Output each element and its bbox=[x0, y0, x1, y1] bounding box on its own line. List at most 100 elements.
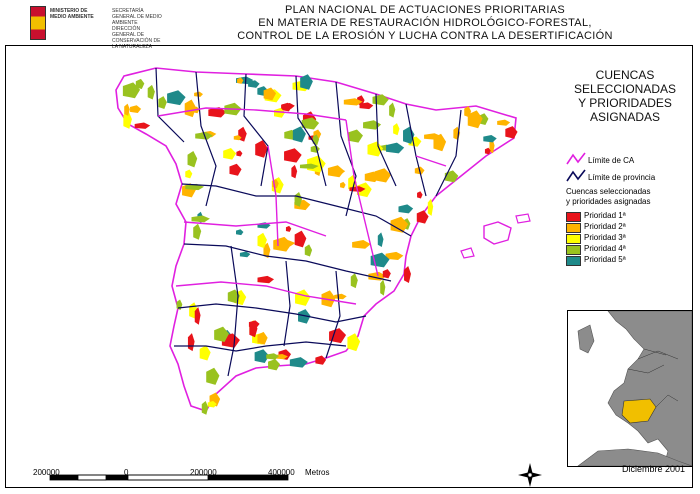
priority-patch bbox=[235, 229, 244, 236]
priority-patch bbox=[347, 333, 361, 352]
priority-patch bbox=[207, 401, 217, 408]
priority-patch bbox=[398, 204, 414, 214]
spain-map bbox=[115, 67, 531, 415]
priority-patch bbox=[489, 138, 495, 154]
priority-patch bbox=[356, 182, 372, 198]
priority-patch bbox=[201, 400, 209, 415]
balearic-mallorca bbox=[483, 221, 512, 245]
priority-patch bbox=[135, 78, 145, 90]
scale-label-left: 200000 bbox=[33, 468, 60, 477]
priority-patch bbox=[122, 82, 141, 99]
priority-patch bbox=[467, 110, 483, 129]
priority-patch bbox=[386, 142, 405, 154]
priority-4-label: Prioridad 4ª bbox=[584, 244, 626, 253]
priority-patch bbox=[123, 110, 132, 129]
ministry-subtitle: SECRETARÍA GENERAL DE MEDIO AMBIENTE DIR… bbox=[112, 8, 162, 50]
ministry-name: MINISTERIO DE MEDIO AMBIENTE bbox=[50, 8, 94, 20]
priority-patch bbox=[263, 242, 271, 259]
priority-patch bbox=[191, 215, 210, 223]
priority-patch bbox=[304, 244, 313, 257]
priority-patch bbox=[483, 134, 497, 143]
priority-patch bbox=[158, 96, 167, 110]
priority-patch bbox=[229, 163, 242, 176]
europe-inset-svg bbox=[577, 311, 692, 466]
priority-patch bbox=[195, 131, 213, 140]
priority-patch bbox=[214, 326, 229, 343]
priority-5-swatch bbox=[566, 256, 581, 266]
legend-heading: CUENCAS SELECCIONADAS Y PRIORIDADES ASIG… bbox=[560, 68, 690, 124]
priority-3-entry: Prioridad 3ª bbox=[566, 233, 696, 244]
inset-borders bbox=[627, 348, 679, 408]
priority-patch bbox=[257, 331, 268, 345]
priority-4-entry: Prioridad 4ª bbox=[566, 244, 696, 255]
priority-patch bbox=[404, 265, 411, 284]
priority-patch bbox=[321, 290, 336, 308]
priority-patch bbox=[199, 345, 211, 361]
priority-patch bbox=[268, 359, 281, 371]
legend-heading-line: SELECCIONADAS bbox=[573, 82, 677, 96]
priority-patch bbox=[299, 163, 319, 169]
priority-patch bbox=[237, 77, 244, 84]
priority-patch bbox=[289, 357, 308, 368]
scale-label-zero: 0 bbox=[124, 468, 129, 477]
priority-patch bbox=[194, 306, 201, 325]
inset-spain-highlight bbox=[621, 398, 657, 424]
map-frame bbox=[5, 45, 693, 488]
priority-patch bbox=[208, 107, 227, 118]
priority-patch bbox=[284, 148, 302, 163]
priority-patch bbox=[329, 328, 347, 344]
scale-bar bbox=[49, 474, 289, 481]
priority-patch bbox=[484, 147, 491, 155]
priority-patch bbox=[334, 293, 347, 300]
map-date: Diciembre 2001 bbox=[622, 464, 686, 474]
priority-patch bbox=[187, 150, 198, 168]
legend-heading-line: Y PRIORIDADES bbox=[578, 96, 672, 110]
priority-patch bbox=[257, 232, 267, 249]
priority-patch bbox=[185, 169, 193, 179]
priority-3-swatch bbox=[566, 234, 581, 244]
selected-basins-line: y prioridades asignadas bbox=[566, 197, 651, 206]
priority-1-swatch bbox=[566, 212, 581, 222]
priority-patch bbox=[350, 273, 358, 289]
coat-of-arms-icon bbox=[30, 6, 46, 40]
selected-basins-line: Cuencas seleccionadas bbox=[566, 187, 651, 196]
priority-patch bbox=[374, 168, 392, 183]
priority-patch bbox=[389, 102, 396, 118]
priority-patch bbox=[390, 216, 409, 233]
priority-patch bbox=[352, 240, 371, 249]
priority-patch bbox=[315, 355, 327, 365]
priority-patch bbox=[285, 225, 292, 232]
priority-patch bbox=[249, 320, 258, 338]
priority-patch bbox=[266, 353, 280, 360]
priority-patch bbox=[134, 122, 151, 129]
priority-patch bbox=[347, 129, 363, 143]
priority-patch bbox=[417, 191, 423, 199]
ca-line-icon bbox=[566, 152, 586, 165]
balearic-ibiza bbox=[460, 247, 475, 259]
priority-patch bbox=[257, 275, 275, 284]
title-line-1: PLAN NACIONAL DE ACTUACIONES PRIORITARIA… bbox=[284, 4, 566, 16]
priority-patch bbox=[227, 289, 240, 304]
priority-patch bbox=[206, 367, 220, 385]
priority-patch bbox=[298, 309, 311, 324]
title-line-3: CONTROL DE LA EROSIÓN Y LUCHA CONTRA LA … bbox=[237, 30, 613, 42]
priority-patch bbox=[184, 99, 197, 118]
priority-patch bbox=[147, 84, 155, 100]
inset-uk-land bbox=[577, 324, 595, 354]
priority-patch bbox=[130, 105, 142, 114]
priority-5-entry: Prioridad 5ª bbox=[566, 255, 696, 266]
scale-label-right: 400000 bbox=[268, 468, 295, 477]
priority-patch bbox=[301, 117, 320, 130]
priority-patch bbox=[223, 148, 237, 160]
priority-patch bbox=[248, 80, 260, 88]
inset-africa-land bbox=[577, 448, 692, 466]
priority-5-label: Prioridad 5ª bbox=[584, 255, 626, 264]
priority-patch bbox=[274, 107, 286, 118]
priority-patch bbox=[300, 74, 313, 90]
map-title: PLAN NACIONAL DE ACTUACIONES PRIORITARIA… bbox=[215, 4, 635, 43]
legend-heading-line: ASIGNADAS bbox=[589, 110, 661, 124]
ca-boundaries bbox=[157, 107, 447, 305]
priority-patch bbox=[444, 170, 459, 183]
priority-patch bbox=[343, 98, 363, 106]
province-limit-label: Límite de provincia bbox=[588, 173, 656, 182]
